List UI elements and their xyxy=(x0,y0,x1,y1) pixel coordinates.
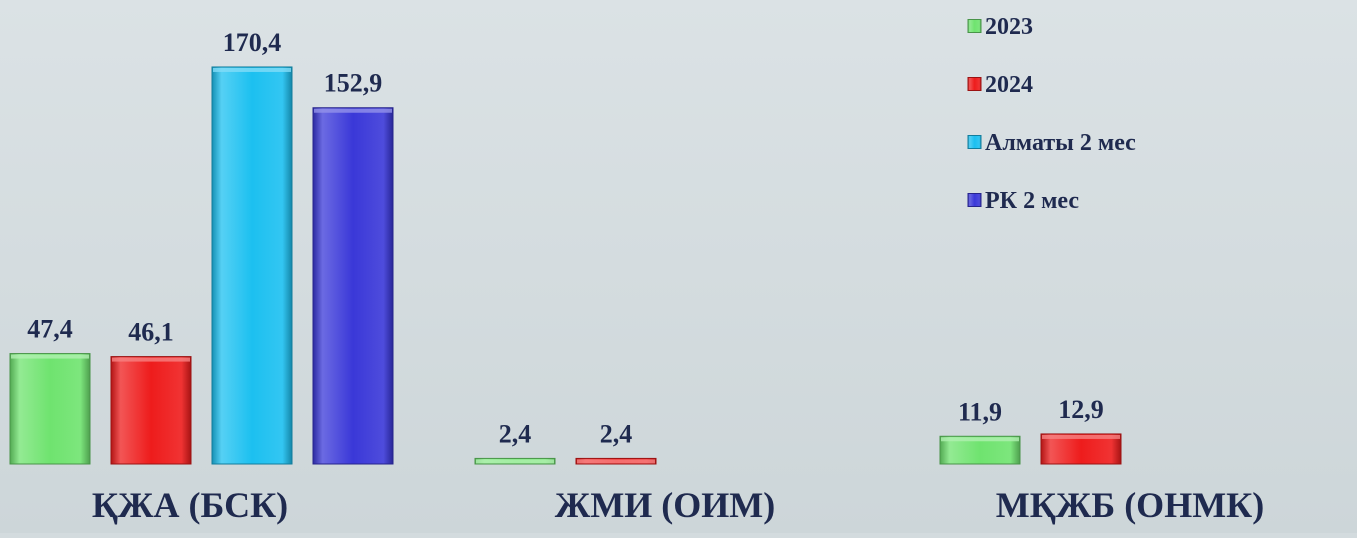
data-label-3-2: 12,9 xyxy=(1058,395,1104,424)
bars-layer xyxy=(9,66,1122,465)
data-label-1-2: 46,1 xyxy=(128,318,174,347)
bar-bevel-1-2 xyxy=(112,357,190,362)
category-label-1: ҚЖА (БСК) xyxy=(92,485,288,525)
bar-bevel-3-2 xyxy=(1042,434,1120,439)
legend-swatch-3 xyxy=(967,135,982,149)
bar-1-4 xyxy=(312,107,394,465)
bar-bevel-3-1 xyxy=(941,437,1019,442)
bar-bevel-2-2 xyxy=(577,459,655,464)
legend-label-4: РК 2 мес xyxy=(985,188,1079,214)
data-label-1-4: 152,9 xyxy=(324,69,383,98)
legend-swatch-1 xyxy=(967,19,982,33)
bar-1-3 xyxy=(211,66,293,465)
data-label-1-1: 47,4 xyxy=(27,315,73,344)
bar-1-1 xyxy=(9,353,91,465)
legend-swatch-4 xyxy=(967,193,982,207)
bar-3-2 xyxy=(1040,433,1122,465)
labels-layer: 47,4 46,1 170,4 152,9 ҚЖА (БСК) 2,4 2,4 ЖМИ (ОИ… xyxy=(27,28,1264,525)
legend-swatch-2 xyxy=(967,77,982,91)
bar-bevel-1-3 xyxy=(213,67,291,72)
data-label-2-1: 2,4 xyxy=(499,419,532,448)
bar-bevel-2-1 xyxy=(476,459,554,464)
bar-bevel-1-1 xyxy=(11,354,89,359)
legend-label-1: 2023 xyxy=(985,14,1033,40)
legend-label-2: 2024 xyxy=(985,72,1033,98)
category-label-2: ЖМИ (ОИМ) xyxy=(555,485,776,525)
category-label-3: МҚЖБ (ОНМК) xyxy=(996,485,1265,525)
legend: 2023 2024 Алматы 2 мес РК 2 мес xyxy=(967,14,1136,214)
bar-1-2 xyxy=(110,356,192,465)
data-label-1-3: 170,4 xyxy=(223,28,282,57)
legend-label-3: Алматы 2 мес xyxy=(985,130,1136,156)
data-label-2-2: 2,4 xyxy=(600,419,633,448)
data-label-3-1: 11,9 xyxy=(958,397,1002,426)
bar-bevel-1-4 xyxy=(314,108,392,113)
